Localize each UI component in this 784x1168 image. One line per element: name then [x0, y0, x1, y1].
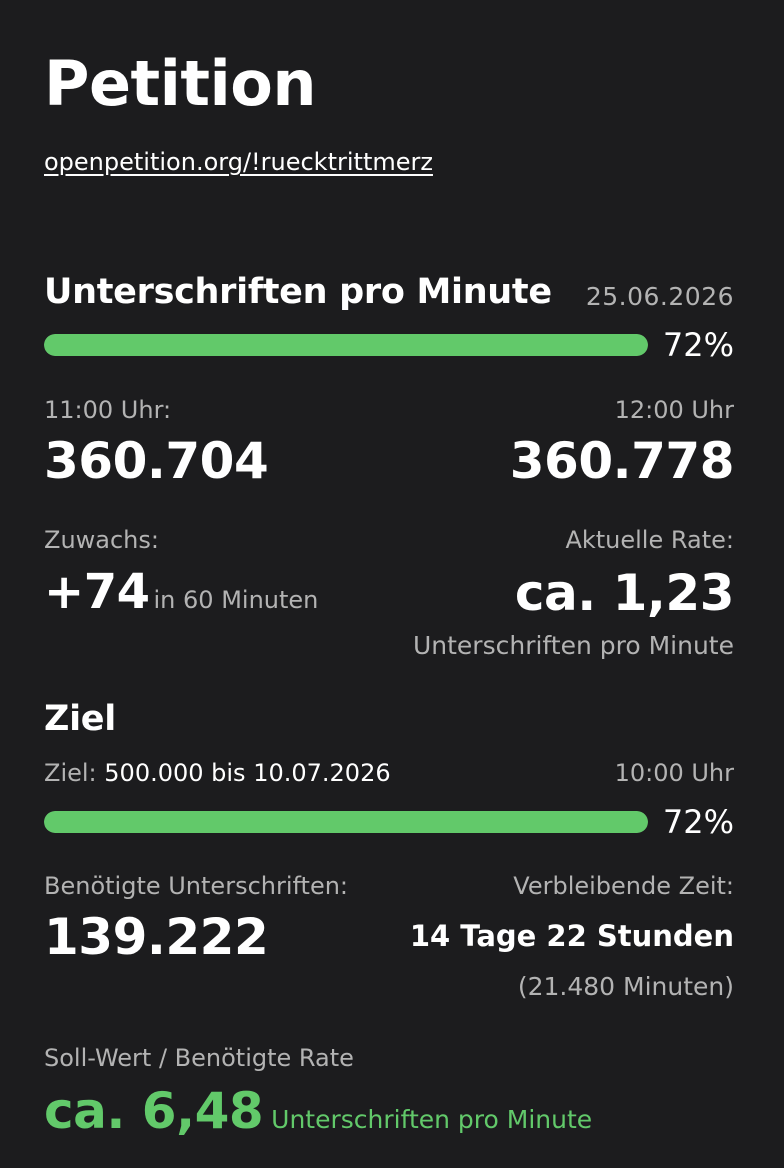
goal-prefix: Ziel:: [44, 759, 97, 787]
required-rate-row: ca. 6,48 Unterschriften pro Minute: [44, 1081, 592, 1141]
needed-value: 139.222: [44, 908, 269, 966]
goal-progress-fill: [44, 811, 648, 833]
goal-text: 500.000 bis 10.07.2026: [104, 759, 391, 787]
to-time-label: 12:00 Uhr: [614, 396, 734, 424]
current-rate-unit: Unterschriften pro Minute: [412, 631, 734, 660]
remaining-label: Verbleibende Zeit:: [513, 872, 734, 900]
goal-progress-bar: [44, 811, 648, 833]
remaining-value: 14 Tage 22 Stunden: [409, 919, 734, 953]
goal-time: 10:00 Uhr: [614, 759, 734, 787]
needed-label: Benötigte Unterschriften:: [44, 872, 349, 900]
current-rate-label: Aktuelle Rate:: [565, 526, 734, 554]
goal-line: Ziel: 500.000 bis 10.07.2026: [44, 757, 391, 789]
from-time-label: 11:00 Uhr:: [44, 396, 172, 424]
required-rate-label: Soll-Wert / Benötigte Rate: [44, 1044, 354, 1072]
growth-label: Zuwachs:: [44, 526, 159, 554]
to-count: 360.778: [509, 432, 735, 490]
goal-section-heading: Ziel: [44, 699, 116, 739]
remaining-minutes: (21.480 Minuten): [517, 972, 734, 1001]
growth-suffix: in 60 Minuten: [153, 586, 319, 614]
rate-section-heading: Unterschriften pro Minute: [44, 272, 552, 312]
goal-progress-label: 72%: [662, 803, 734, 841]
growth-value: +74: [44, 564, 150, 620]
growth-row: +74 in 60 Minuten: [44, 563, 318, 621]
current-rate-value: ca. 1,23: [514, 564, 735, 622]
rate-progress-bar: [44, 334, 648, 356]
petition-link[interactable]: openpetition.org/!ruecktrittmerz: [44, 148, 433, 176]
page-title: Petition: [44, 47, 317, 120]
from-count: 360.704: [44, 432, 269, 490]
rate-progress-label: 72%: [662, 326, 734, 364]
rate-date: 25.06.2026: [585, 282, 734, 311]
required-rate-value: ca. 6,48: [44, 1082, 264, 1140]
rate-progress-fill: [44, 334, 648, 356]
required-rate-unit: Unterschriften pro Minute: [271, 1105, 593, 1134]
